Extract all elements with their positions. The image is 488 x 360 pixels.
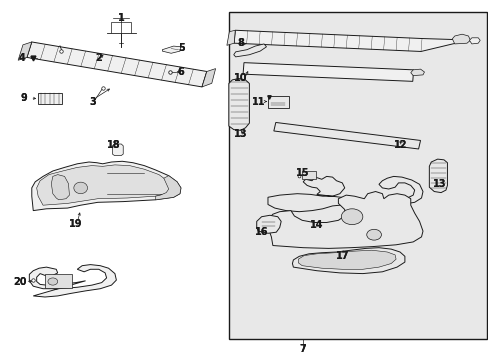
Text: 1: 1 [118, 13, 124, 23]
Polygon shape [233, 44, 266, 57]
Polygon shape [228, 78, 249, 130]
Polygon shape [37, 165, 173, 205]
Text: 7: 7 [299, 344, 306, 354]
Polygon shape [29, 265, 116, 297]
Text: 1: 1 [118, 13, 124, 23]
Polygon shape [243, 63, 413, 81]
Bar [267, 96, 288, 108]
Text: 8: 8 [237, 38, 244, 48]
Polygon shape [51, 175, 69, 200]
Polygon shape [27, 42, 206, 87]
Bar [111, 22, 131, 33]
Text: 16: 16 [254, 227, 268, 237]
Text: 15: 15 [295, 168, 308, 178]
Text: 19: 19 [69, 219, 82, 229]
Polygon shape [292, 248, 404, 274]
Text: 9: 9 [20, 93, 27, 103]
Text: 4: 4 [19, 53, 25, 63]
Text: 6: 6 [177, 67, 184, 77]
Text: 13: 13 [233, 129, 247, 139]
Bar [45, 274, 72, 288]
Text: 13: 13 [432, 179, 446, 189]
Text: 16: 16 [254, 227, 268, 237]
Polygon shape [298, 250, 395, 269]
Text: 3: 3 [89, 96, 96, 107]
Polygon shape [112, 144, 123, 156]
Text: 14: 14 [309, 220, 323, 230]
Text: 12: 12 [393, 140, 407, 150]
Text: 7: 7 [299, 344, 306, 354]
Circle shape [341, 209, 362, 225]
Polygon shape [273, 122, 420, 149]
Polygon shape [256, 215, 281, 233]
Polygon shape [226, 30, 235, 45]
Text: 20: 20 [13, 276, 26, 287]
Text: 18: 18 [106, 140, 120, 150]
Text: 20: 20 [13, 276, 26, 287]
Text: 6: 6 [177, 67, 184, 77]
Text: 11: 11 [252, 96, 265, 107]
Text: 10: 10 [233, 73, 247, 84]
Text: 18: 18 [106, 140, 120, 150]
Polygon shape [202, 69, 215, 87]
Text: 17: 17 [335, 251, 348, 261]
Text: 13: 13 [432, 179, 446, 189]
Text: 5: 5 [178, 42, 185, 53]
Bar [302, 171, 315, 179]
Text: 5: 5 [178, 42, 185, 53]
Polygon shape [18, 42, 32, 60]
Text: 8: 8 [237, 38, 244, 48]
Ellipse shape [74, 182, 87, 194]
Polygon shape [32, 161, 181, 211]
Text: 14: 14 [309, 220, 323, 230]
Circle shape [366, 229, 381, 240]
Polygon shape [234, 30, 458, 51]
Polygon shape [162, 46, 181, 53]
Polygon shape [410, 69, 424, 76]
Text: 4: 4 [19, 53, 25, 63]
Text: 17: 17 [335, 251, 348, 261]
Text: 3: 3 [89, 96, 96, 107]
Text: 2: 2 [95, 53, 102, 63]
Polygon shape [428, 159, 447, 193]
Text: 12: 12 [393, 140, 407, 150]
Polygon shape [468, 38, 479, 44]
Bar [228, 12, 486, 339]
Polygon shape [267, 176, 422, 212]
Text: 15: 15 [295, 168, 308, 178]
Bar [38, 93, 61, 104]
Polygon shape [451, 34, 469, 44]
Text: 11: 11 [252, 96, 265, 107]
Text: 2: 2 [95, 53, 102, 63]
Polygon shape [155, 176, 181, 200]
Polygon shape [267, 192, 422, 248]
Text: 13: 13 [233, 129, 247, 139]
Text: 9: 9 [20, 93, 27, 103]
Text: 19: 19 [69, 219, 82, 229]
Circle shape [48, 278, 58, 285]
Text: 10: 10 [233, 73, 247, 84]
